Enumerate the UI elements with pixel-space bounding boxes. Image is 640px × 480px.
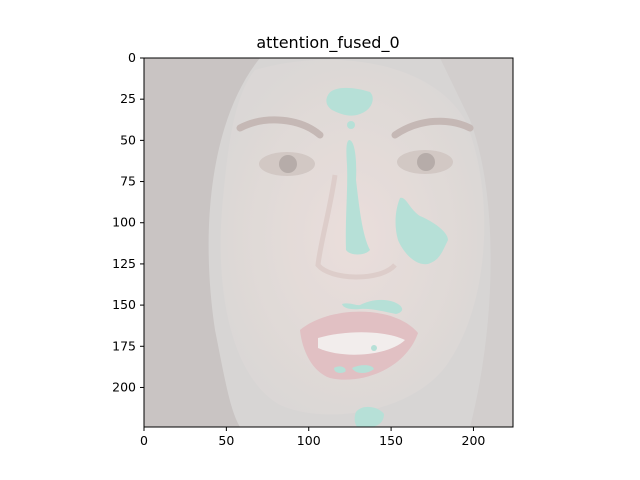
x-tick-label: 150	[379, 433, 403, 448]
x-tick-label: 0	[140, 433, 148, 448]
y-tick-label: 0	[128, 50, 136, 65]
y-tick-label: 25	[120, 91, 136, 106]
y-tick-label: 50	[120, 132, 136, 147]
x-tick-label: 100	[297, 433, 321, 448]
y-tick-label: 125	[112, 256, 136, 271]
attention-image	[144, 58, 513, 427]
x-tick-label: 50	[218, 433, 234, 448]
y-axis: 0 25 50 75 100 125 150 175 200	[112, 50, 144, 394]
y-tick-label: 175	[112, 338, 136, 353]
x-tick-label: 200	[462, 433, 486, 448]
y-tick-label: 75	[120, 174, 136, 189]
x-axis: 0 50 100 150 200	[140, 427, 485, 448]
y-tick-label: 150	[112, 297, 136, 312]
y-tick-label: 100	[112, 215, 136, 230]
axes-frame	[143, 57, 514, 428]
plot-title: attention_fused_0	[256, 33, 400, 52]
attention-overlay	[326, 87, 448, 427]
y-tick-label: 200	[112, 379, 136, 394]
